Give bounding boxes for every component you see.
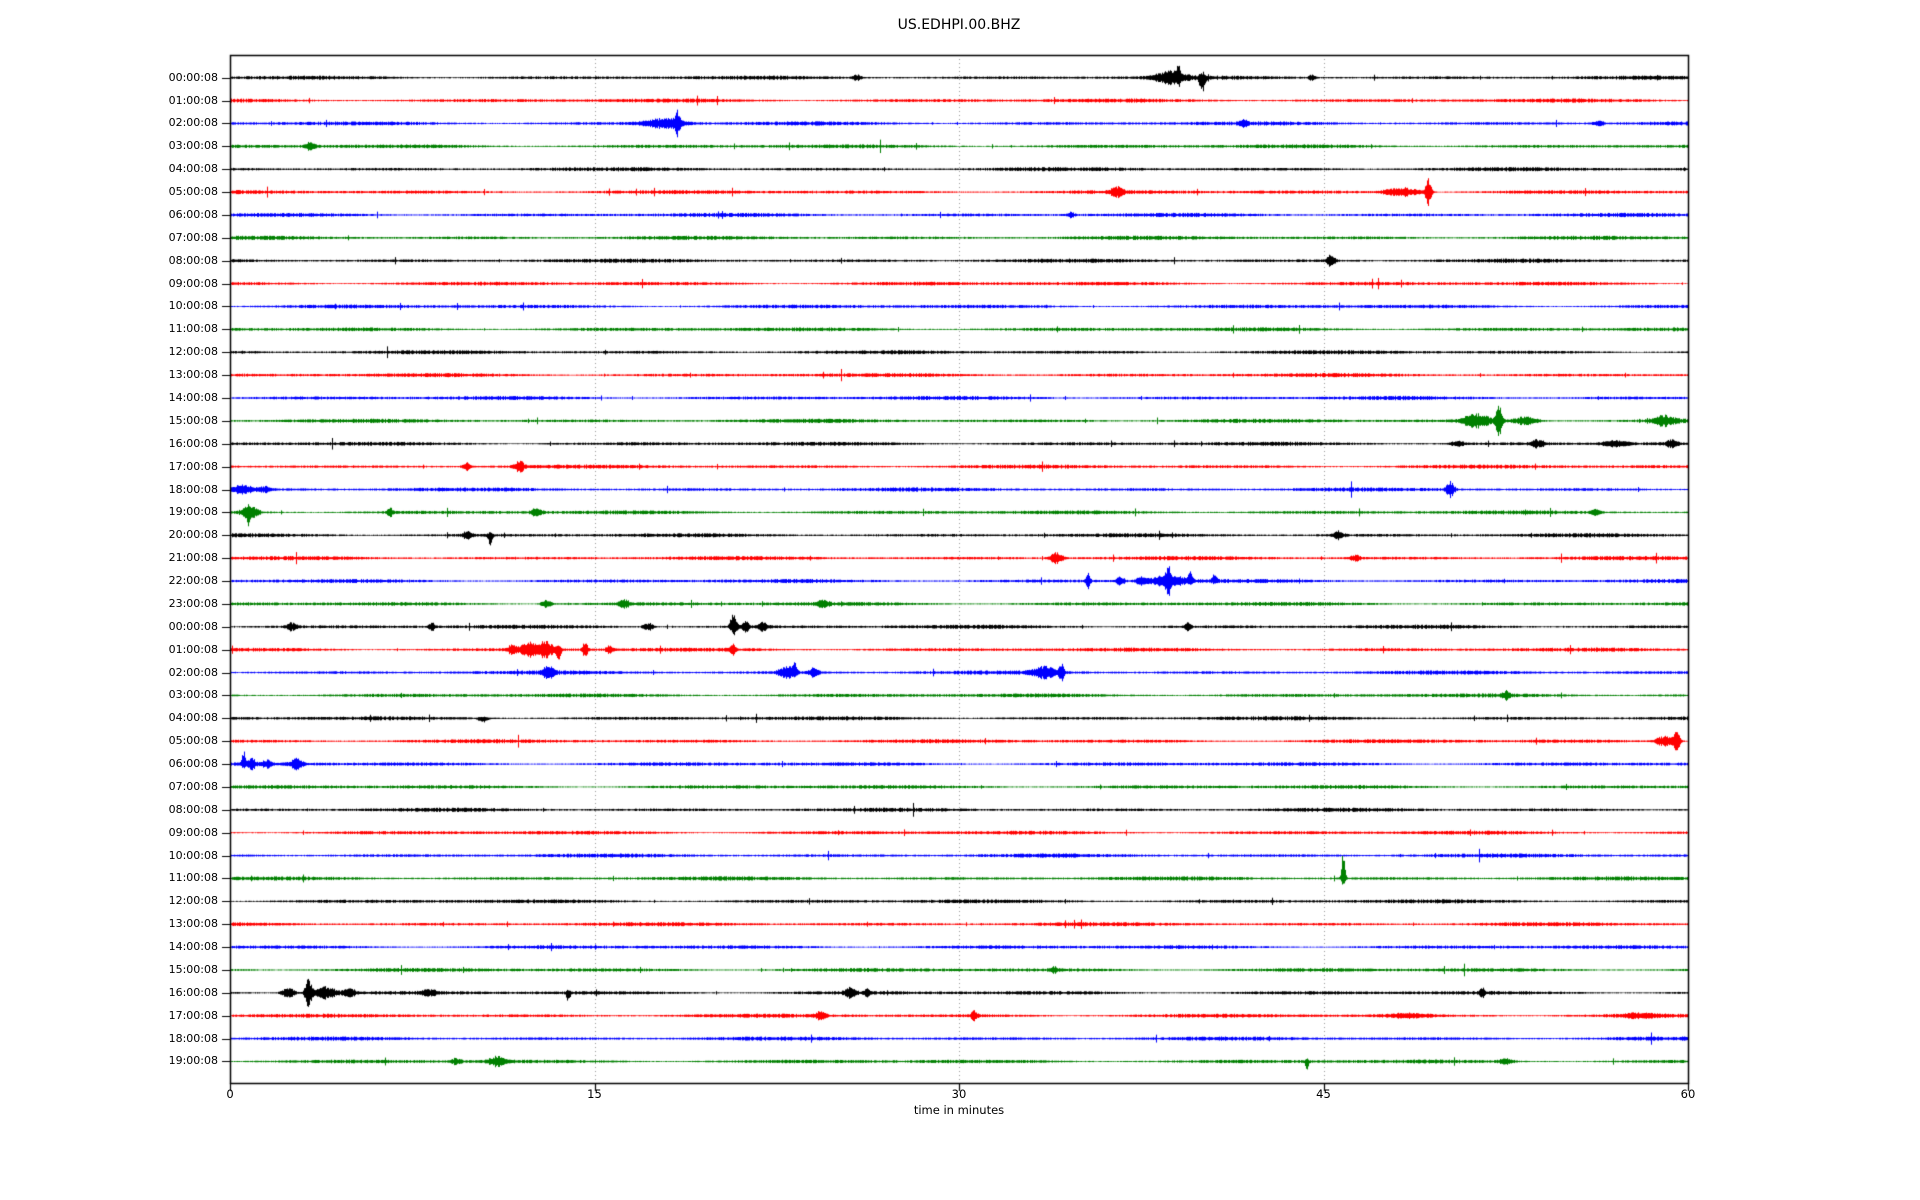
- y-tick-label: 11:00:08: [168, 871, 218, 885]
- y-tick-label: 16:00:08: [168, 436, 218, 450]
- y-tick-label: 02:00:08: [168, 665, 218, 679]
- y-tick-label: 08:00:08: [168, 802, 218, 816]
- y-tick-label: 10:00:08: [168, 848, 218, 862]
- y-tick-label: 20:00:08: [168, 528, 218, 542]
- y-tick-label: 19:00:08: [168, 505, 218, 519]
- y-tick-label: 14:00:08: [168, 940, 218, 954]
- y-tick-label: 11:00:08: [168, 322, 218, 336]
- x-tick-label: 60: [1680, 1087, 1696, 1101]
- y-tick-label: 22:00:08: [168, 574, 218, 588]
- y-tick-label: 00:00:08: [168, 619, 218, 633]
- y-tick-label: 15:00:08: [168, 962, 218, 976]
- y-tick-label: 18:00:08: [168, 1031, 218, 1045]
- y-tick-label: 06:00:08: [168, 757, 218, 771]
- y-tick-label: 12:00:08: [168, 345, 218, 359]
- y-tick-label: 13:00:08: [168, 368, 218, 382]
- x-tick-label: 30: [951, 1087, 967, 1101]
- y-tick-label: 01:00:08: [168, 642, 218, 656]
- y-tick-label: 19:00:08: [168, 1054, 218, 1068]
- y-tick-label: 18:00:08: [168, 482, 218, 496]
- y-tick-label: 09:00:08: [168, 825, 218, 839]
- x-tick-label: 45: [1316, 1087, 1331, 1101]
- y-tick-label: 16:00:08: [168, 985, 218, 999]
- x-tick-label: 15: [587, 1087, 602, 1101]
- y-tick-label: 00:00:08: [168, 70, 218, 84]
- y-tick-label: 04:00:08: [168, 711, 218, 725]
- y-tick-label: 06:00:08: [168, 207, 218, 221]
- y-tick-label: 17:00:08: [168, 1008, 218, 1022]
- y-tick-label: 15:00:08: [168, 413, 218, 427]
- y-tick-label: 05:00:08: [168, 734, 218, 748]
- x-tick-label: 0: [226, 1087, 234, 1101]
- y-tick-label: 03:00:08: [168, 688, 218, 702]
- y-tick-label: 05:00:08: [168, 185, 218, 199]
- chart-title: US.EDHPI.00.BHZ: [897, 17, 1021, 33]
- y-tick-label: 23:00:08: [168, 596, 218, 610]
- y-tick-label: 17:00:08: [168, 459, 218, 473]
- y-tick-label: 03:00:08: [168, 139, 218, 153]
- y-tick-label: 13:00:08: [168, 917, 218, 931]
- y-tick-label: 10:00:08: [168, 299, 218, 313]
- y-tick-label: 12:00:08: [168, 894, 218, 908]
- y-tick-label: 07:00:08: [168, 779, 218, 793]
- y-tick-label: 07:00:08: [168, 230, 218, 244]
- y-tick-label: 21:00:08: [168, 551, 218, 565]
- y-tick-label: 01:00:08: [168, 93, 218, 107]
- y-tick-label: 08:00:08: [168, 253, 218, 267]
- x-axis-label: time in minutes: [913, 1103, 1005, 1117]
- y-tick-label: 14:00:08: [168, 391, 218, 404]
- y-tick-label: 09:00:08: [168, 276, 218, 290]
- y-tick-label: 04:00:08: [168, 162, 218, 176]
- y-tick-label: 02:00:08: [168, 116, 218, 130]
